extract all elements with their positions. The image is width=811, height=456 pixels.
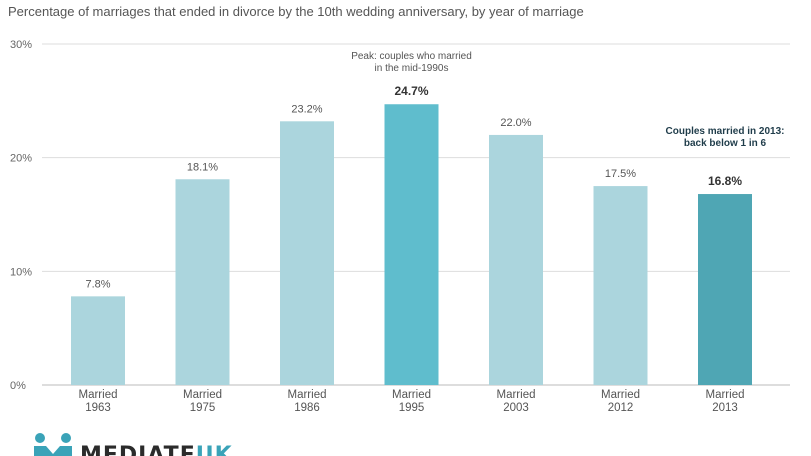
logo-wordmark: MEDIATEUK xyxy=(80,443,233,456)
annotation: in the mid-1990s xyxy=(375,63,449,74)
data-label: 23.2% xyxy=(291,103,322,115)
x-tick-label: 2012 xyxy=(608,402,634,414)
data-label: 22.0% xyxy=(500,117,531,129)
y-tick-label: 0% xyxy=(10,380,26,392)
bar xyxy=(593,186,648,385)
x-tick-label: Married xyxy=(497,389,536,401)
x-tick-label: 1975 xyxy=(190,402,216,414)
x-tick-label: 1995 xyxy=(399,402,425,414)
bar xyxy=(384,104,439,385)
mediate-uk-logo: MEDIATEUK xyxy=(30,432,233,456)
data-label: 24.7% xyxy=(394,84,428,98)
y-tick-label: 10% xyxy=(10,266,32,278)
x-tick-label: Married xyxy=(392,389,431,401)
annotation: Peak: couples who married xyxy=(351,51,472,62)
data-label: 16.8% xyxy=(708,174,742,188)
chart-title: Percentage of marriages that ended in di… xyxy=(8,4,584,19)
data-label: 17.5% xyxy=(605,168,636,180)
data-label: 7.8% xyxy=(85,278,110,290)
x-tick-label: Married xyxy=(183,389,222,401)
people-logo-icon xyxy=(34,433,72,456)
bar xyxy=(280,121,334,385)
bar xyxy=(175,179,230,385)
x-tick-label: 2013 xyxy=(712,402,738,414)
x-tick-label: Married xyxy=(601,389,640,401)
data-label: 18.1% xyxy=(187,161,218,173)
annotation: back below 1 in 6 xyxy=(684,138,767,149)
bar xyxy=(698,194,752,385)
annotation: Couples married in 2013: xyxy=(666,126,785,137)
x-tick-label: 2003 xyxy=(503,402,529,414)
x-tick-label: Married xyxy=(79,389,118,401)
x-tick-label: Married xyxy=(706,389,745,401)
bar xyxy=(71,296,125,385)
y-tick-label: 20% xyxy=(10,153,32,165)
x-tick-label: 1963 xyxy=(85,402,111,414)
y-tick-label: 30% xyxy=(10,39,32,51)
x-tick-label: 1986 xyxy=(294,402,320,414)
bar xyxy=(489,134,543,385)
x-tick-label: Married xyxy=(288,389,327,401)
